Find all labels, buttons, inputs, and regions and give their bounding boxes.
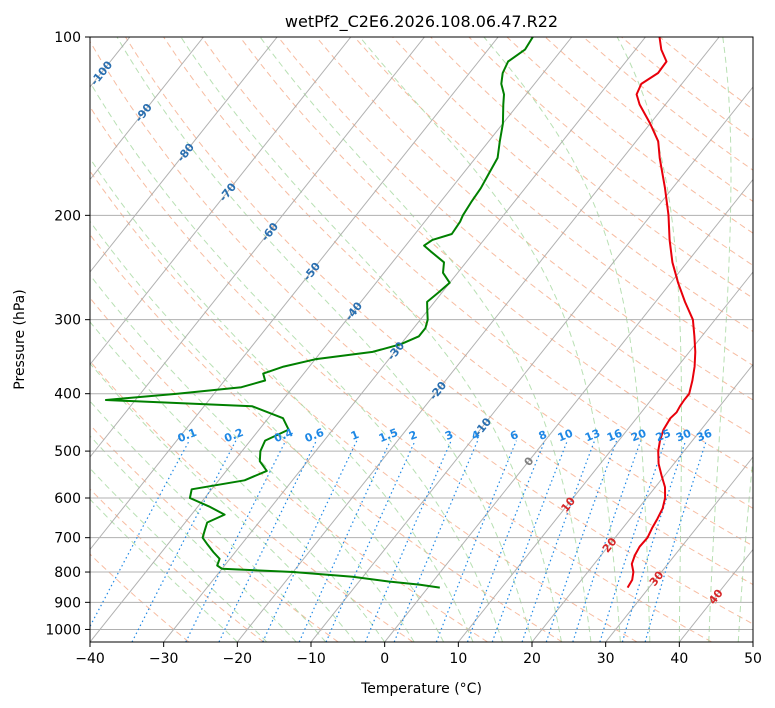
moist-adiabat-line [90,467,268,642]
y-tick-label: 800 [54,565,81,581]
mixing-ratio-line [218,440,317,642]
isotherm-line [163,37,646,642]
x-tick-label: 40 [670,651,688,667]
plot-area [90,37,753,642]
mixing-ratio-line [185,440,287,642]
y-tick-label: 100 [54,30,81,46]
mixing-ratio-label: 16 [605,426,624,444]
x-tick-label: 50 [744,651,762,667]
y-tick-label: 700 [54,531,81,547]
mixing-ratio-label: 25 [654,427,673,445]
isotherm-line [90,37,204,181]
dewpoint-profile-line [104,37,534,589]
mixing-ratio-label: 36 [695,426,714,444]
isotherm-line [90,37,278,273]
x-tick-label: −30 [149,651,179,667]
mixing-ratio-line [599,440,666,642]
dry-adiabat-line [90,106,712,642]
x-tick-label: 10 [449,651,467,667]
mixing-ratio-line [521,440,596,642]
y-tick-label: 400 [54,387,81,403]
mixing-ratio-label: 13 [583,427,602,445]
mixing-ratio-lines [90,440,707,642]
mixing-ratio-label: 8 [537,428,549,443]
mixing-ratio-label: 1 [349,428,361,443]
isotherm-line [236,37,720,642]
moist-adiabat-line [259,37,592,642]
x-tick-label: −20 [223,651,253,667]
dry-adiabat-line [90,233,563,642]
skewed-isotherms [90,37,753,642]
dry-adiabat-line [163,37,753,547]
mixing-ratio-line [131,440,237,642]
x-tick-label: 30 [597,651,615,667]
isotherm-line [90,37,425,458]
moist-adiabat-line [359,37,621,642]
y-axis: 100 200 300 400 500 600 700 800 900 1000 [45,30,90,638]
mixing-ratio-label: 30 [674,426,693,444]
mixing-ratio-line [491,440,568,642]
x-tick-label: −10 [296,651,326,667]
isotherm-line [90,37,499,551]
isotherm-line [384,178,753,642]
mixing-ratio-line [90,440,190,628]
dry-adiabat-line [125,37,753,586]
y-tick-label: 200 [54,208,81,224]
mixing-ratio-line [435,440,517,642]
x-tick-label: 0 [380,651,389,667]
isotherm-line [531,363,753,642]
chart-title: wetPf2_C2E6.2026.108.06.47.R22 [285,12,558,32]
temperature-profile-line [626,37,697,589]
moist-adiabat-line [90,435,297,642]
dry-adiabat-line [354,37,753,367]
moist-adiabat-line [708,37,732,642]
dry-adiabat-line [315,37,753,401]
mixing-ratio-line [545,440,618,642]
y-tick-label: 300 [54,313,81,329]
dry-adiabat-line [201,37,753,509]
pressure-gridlines [90,37,753,630]
x-axis-label: Temperature (°C) [360,681,482,697]
y-axis-label: Pressure (hPa) [12,289,28,389]
dry-adiabat-line [90,553,190,642]
x-tick-label: 20 [523,651,541,667]
moist-adiabat-line [180,37,562,642]
isotherm-line [605,456,753,642]
dry-adiabat-line [90,40,753,625]
x-tick-label: −40 [75,651,105,667]
y-tick-label: 600 [54,491,81,507]
plot-frame [89,36,754,643]
profile-series [104,37,697,589]
mixing-ratio-label: 20 [629,426,648,444]
moist-adiabat-line [90,81,503,642]
x-axis: −40 −30 −20 −10 0 10 20 30 40 50 [75,642,762,667]
moist-adiabat-line [737,453,753,642]
mixing-ratio-label: 3 [443,428,455,443]
y-tick-label: 900 [54,595,81,611]
isotherm-line [90,37,573,642]
isotherm-line [457,271,753,642]
dry-adiabat-line [277,37,753,436]
dry-adiabat-line [90,170,638,642]
moist-adiabat-line [116,37,533,642]
isotherm-line [90,37,352,366]
dry-adiabat-line [90,297,488,642]
line-labels: -100-90-80-70-60-50-40-30-20-10010203040… [88,58,726,607]
moist-adiabat-line [90,321,386,642]
mixing-ratio-label: 2 [407,428,419,443]
y-tick-label: 500 [54,444,81,460]
moist-adiabat-line [90,157,474,642]
moist-adiabat-line [90,498,238,642]
moist-adiabat-line [483,37,651,642]
moist-adiabat-line [90,220,445,642]
y-tick-label: 1000 [45,622,81,638]
mixing-ratio-line [572,440,642,642]
mixing-ratio-line [466,440,546,642]
mixing-ratio-label: 10 [556,426,575,444]
mixing-ratio-line [393,440,479,642]
mixing-ratio-line [621,440,687,642]
isotherm-line [310,86,753,642]
